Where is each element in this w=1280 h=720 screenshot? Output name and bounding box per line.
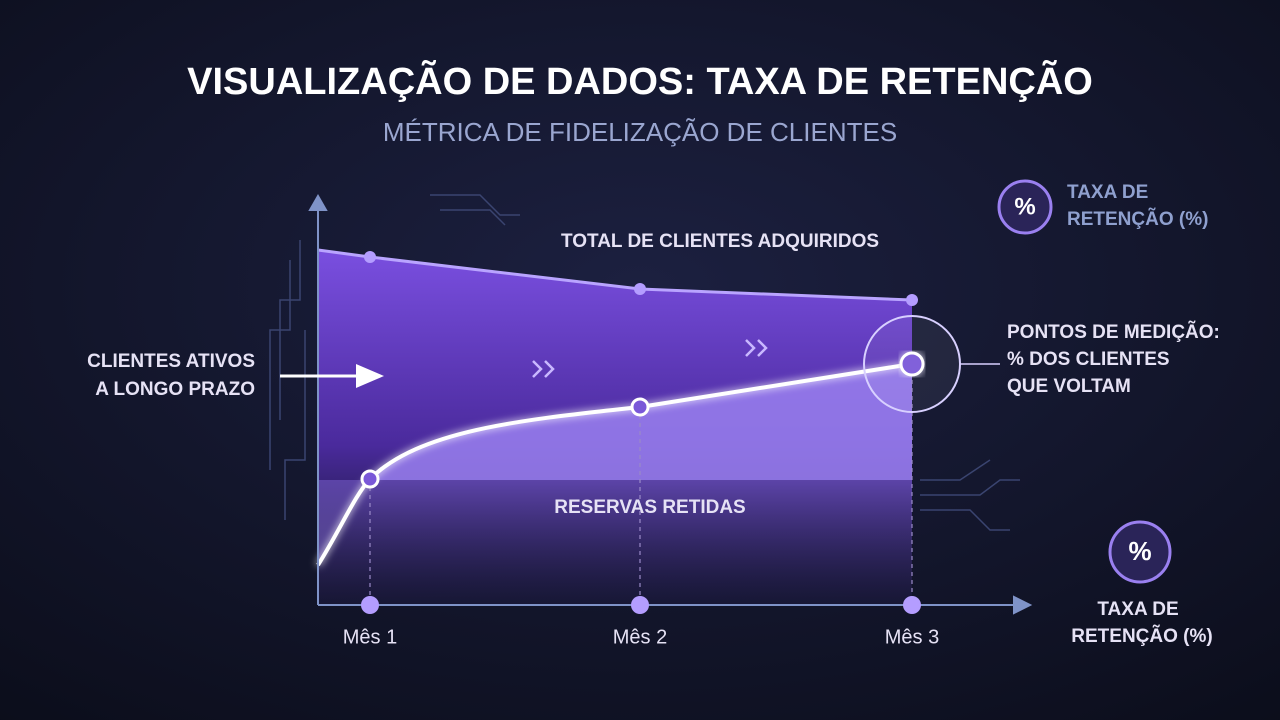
- points-label: PONTOS DE MEDIÇÃO:: [1007, 321, 1220, 343]
- points: [361, 251, 921, 614]
- month-label: Mês 1: [343, 626, 397, 648]
- chevrons: [532, 339, 768, 378]
- circuit-decoration: [269, 194, 1020, 531]
- legend-icon: [997, 179, 1053, 235]
- points-label: QUE VOLTAM: [1007, 376, 1131, 397]
- legend-label: TAXA DE: [1067, 182, 1148, 203]
- total-line: [317, 248, 913, 302]
- title: VISUALIZAÇÃO DE DADOS: TAXA DE RETENÇÃO: [187, 59, 1093, 103]
- month-label: Mês 2: [613, 626, 667, 648]
- active-label: A LONGO PRAZO: [95, 379, 255, 400]
- arrow-head: [356, 364, 384, 388]
- measure-points: [360, 351, 925, 489]
- subtitle: MÉTRICA DE FIDELIZAÇÃO DE CLIENTES: [383, 117, 897, 147]
- month-label: Mês 3: [885, 626, 939, 648]
- legend-icon: [1108, 520, 1172, 584]
- active-area: [318, 364, 912, 565]
- highlight-ring: [863, 315, 961, 413]
- retained-band: [318, 480, 912, 605]
- axes: [308, 193, 1033, 615]
- active-label: CLIENTES ATIVOS: [87, 351, 255, 372]
- guides: [369, 364, 913, 605]
- legend-label: RETENÇÃO (%): [1067, 208, 1208, 230]
- legend-icon-text: %: [1128, 536, 1151, 566]
- legend-label: TAXA DE: [1097, 599, 1178, 620]
- legend-label: RETENÇÃO (%): [1071, 625, 1212, 647]
- legend-icon-text: %: [1014, 193, 1035, 220]
- retention-curve: [316, 362, 913, 567]
- retained-label: RESERVAS RETIDAS: [554, 497, 745, 518]
- total-label: TOTAL DE CLIENTES ADQUIRIDOS: [561, 231, 879, 252]
- points-label: % DOS CLIENTES: [1007, 349, 1170, 370]
